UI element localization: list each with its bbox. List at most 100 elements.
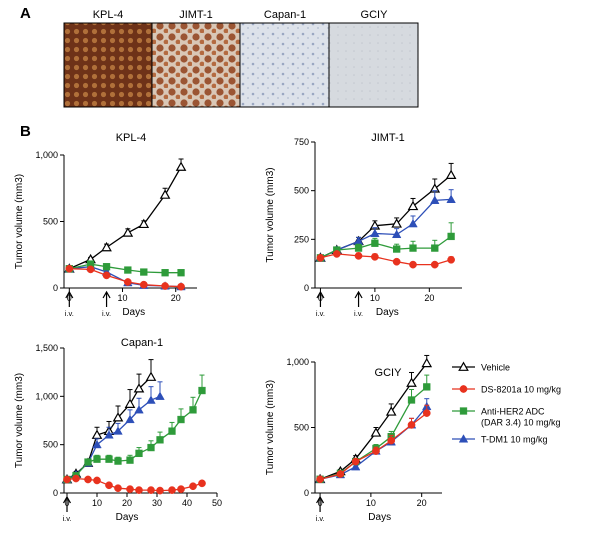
series-ds-gciy: [316, 404, 431, 484]
y-axis-label-gciy: Tumor volume (mm3): [265, 380, 276, 475]
iv-label: i.v.: [316, 309, 325, 318]
iv-label: i.v.: [62, 514, 71, 523]
ihc-label-gciy: GCIY: [361, 9, 389, 21]
ihc-label-capan1: Capan-1: [264, 9, 306, 21]
data-point-anti: [393, 245, 401, 253]
legend-marker-anti: [459, 407, 468, 415]
legend-label-anti: (DAR 3.4) 10 mg/kg: [481, 418, 561, 428]
data-point-ds: [177, 485, 185, 493]
data-point-vehicle: [407, 200, 419, 211]
data-point-ds: [156, 486, 164, 495]
data-point-ds: [316, 475, 324, 484]
x-tick-label-capan1: 40: [182, 498, 192, 508]
iv-arrow-jimt1: i.v.: [316, 290, 325, 318]
legend-item-ds: DS-8201a 10 mg/kg: [452, 385, 561, 395]
data-point-ds: [351, 457, 360, 466]
data-point-ds: [114, 484, 122, 493]
x-tick-label-capan1: 50: [212, 498, 222, 508]
data-point-ds: [371, 253, 379, 261]
iv-arrow-head: [62, 495, 72, 504]
panel-letter-b: B: [20, 123, 31, 140]
data-point-tdm1: [146, 395, 156, 404]
y-tick-label-jimt1: 250: [294, 234, 309, 244]
legend-marker-vehicle: [458, 361, 469, 371]
data-point-vehicle: [391, 218, 402, 228]
x-tick-label-capan1: 20: [122, 498, 132, 508]
iv-arrow-head: [316, 290, 325, 299]
series-line-vehicle: [69, 166, 182, 270]
data-point-tdm1: [104, 430, 114, 439]
data-point-tdm1: [134, 405, 144, 414]
ihc-label-jimt1: JIMT-1: [179, 9, 213, 21]
data-point-ds: [161, 282, 169, 290]
legend-item-tdm1: T-DM1 10 mg/kg: [452, 434, 548, 445]
x-tick-label-jimt1: 20: [424, 293, 434, 303]
y-axis-label-jimt1: Tumor volume (mm3): [265, 167, 276, 262]
data-point-ds: [316, 253, 325, 262]
data-point-ds: [72, 474, 80, 483]
ihc-panel-jimt1: JIMT-1: [151, 9, 241, 108]
data-point-tdm1: [125, 414, 135, 424]
data-point-anti: [135, 449, 143, 458]
series-ds-jimt1: [316, 250, 455, 269]
x-axis-label-capan1: Days: [116, 512, 139, 523]
x-tick-label-gciy: 20: [417, 498, 427, 508]
data-point-ds: [135, 486, 143, 494]
data-point-ds: [139, 280, 148, 289]
data-point-vehicle: [175, 161, 187, 171]
data-point-vehicle: [91, 429, 103, 439]
data-point-ds: [430, 260, 439, 269]
data-point-ds: [332, 250, 341, 258]
ihc-image-capan1: [239, 22, 330, 108]
iv-arrow-kpl4: i.v.: [65, 290, 74, 318]
x-axis-label-jimt1: Days: [376, 307, 399, 318]
data-point-vehicle: [370, 427, 382, 437]
x-axis-label-kpl4: Days: [122, 307, 145, 318]
series-ds-kpl4: [65, 264, 185, 291]
x-tick-label-jimt1: 10: [370, 293, 380, 303]
data-point-anti: [409, 244, 417, 252]
data-point-ds: [65, 264, 74, 273]
data-point-anti: [198, 386, 206, 395]
data-point-ds: [177, 282, 185, 291]
chart-title-gciy: GCIY: [375, 367, 403, 379]
data-point-ds: [189, 482, 197, 491]
data-point-ds: [84, 475, 92, 484]
data-point-vehicle: [122, 227, 134, 237]
x-tick-label-kpl4: 10: [118, 293, 128, 303]
chart-title-jimt1: JIMT-1: [371, 132, 405, 144]
ihc-image-jimt1: [151, 22, 241, 108]
data-point-ds: [336, 470, 345, 478]
legend: Vehicle DS-8201a 10 mg/kg Anti-HER2 ADC(DA…: [452, 361, 561, 445]
data-point-ds: [198, 479, 206, 488]
series-line-tdm1: [320, 198, 452, 259]
data-point-vehicle: [112, 412, 124, 422]
legend-marker-ds: [459, 385, 468, 393]
data-point-vehicle: [145, 371, 157, 381]
data-point-ds: [407, 421, 416, 429]
iv-arrow-head: [102, 290, 111, 299]
data-point-vehicle: [445, 169, 457, 179]
data-point-anti: [93, 455, 101, 463]
data-point-tdm1: [446, 194, 456, 203]
ihc-image-kpl4: [63, 22, 153, 108]
y-tick-label-kpl4: 0: [53, 283, 58, 293]
data-point-tdm1: [408, 218, 418, 228]
data-point-tdm1: [92, 439, 102, 449]
data-point-ds: [447, 255, 455, 264]
data-point-ds: [147, 486, 155, 494]
data-point-tdm1: [370, 228, 380, 238]
x-tick-label-capan1: 30: [152, 498, 162, 508]
data-point-vehicle: [385, 406, 397, 416]
y-tick-label-gciy: 0: [304, 488, 309, 498]
legend-label-vehicle: Vehicle: [481, 363, 510, 373]
data-point-vehicle: [138, 218, 150, 229]
y-tick-label-kpl4: 1,000: [35, 150, 58, 160]
legend-label-anti: Anti-HER2 ADC: [481, 407, 545, 417]
chart-title-kpl4: KPL-4: [116, 132, 147, 144]
series-line-tdm1: [66, 395, 161, 481]
data-point-ds: [372, 447, 380, 455]
